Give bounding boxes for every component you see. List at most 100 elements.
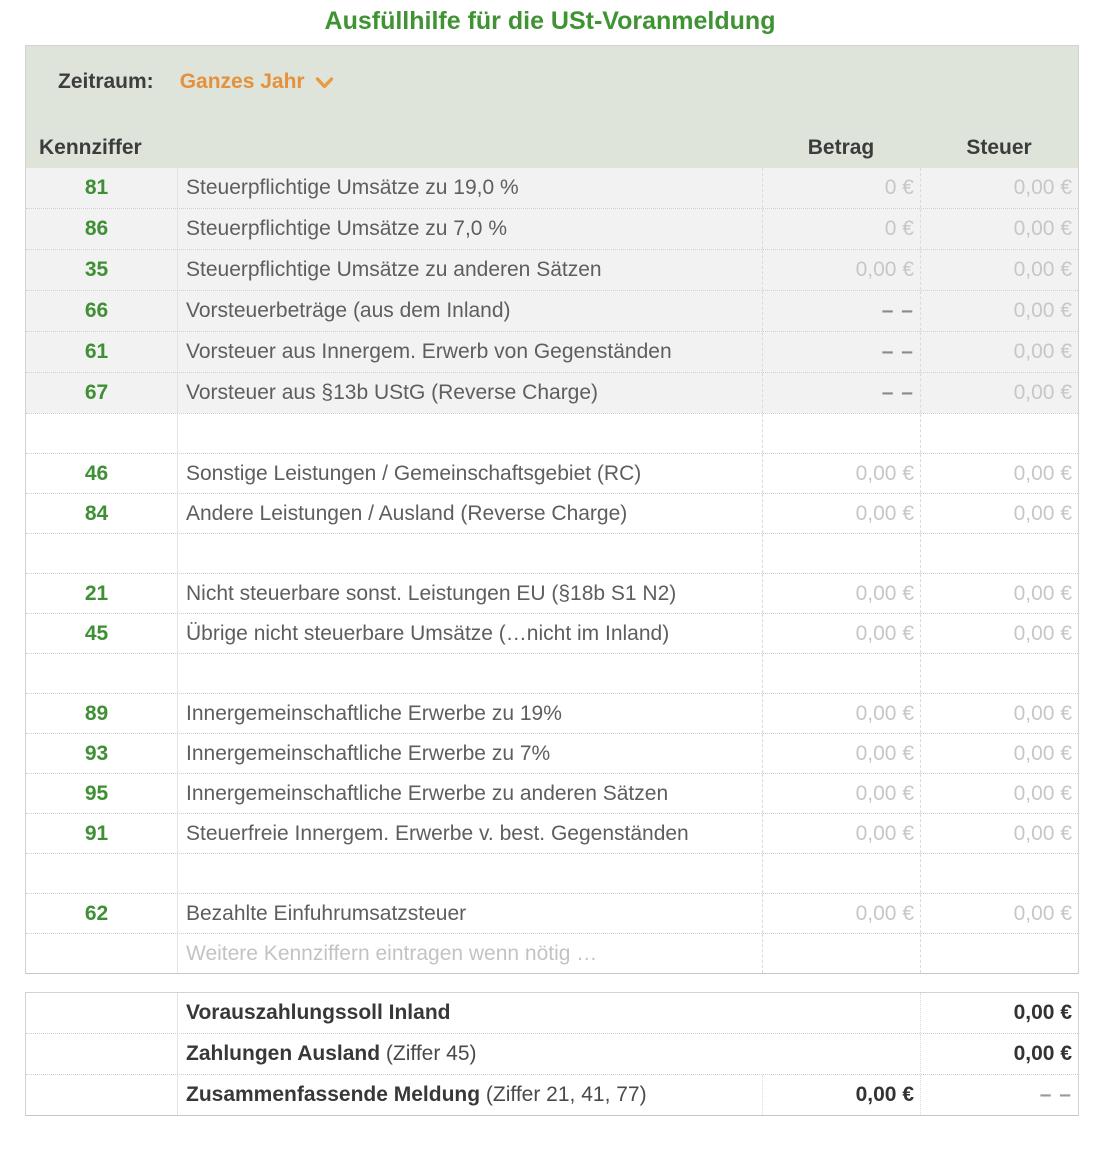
betrag-cell[interactable] [762, 414, 920, 453]
steuer-cell[interactable] [920, 534, 1078, 573]
placeholder-label[interactable]: Weitere Kennziffern eintragen wenn nötig… [177, 934, 762, 973]
steuer-cell[interactable]: – – [920, 1075, 1078, 1115]
row-label [177, 534, 762, 573]
steuer-cell[interactable]: 0,00 € [920, 814, 1078, 853]
page-title: Ausfüllhilfe für die USt-Voranmeldung [324, 7, 776, 35]
steuer-cell[interactable]: 0,00 € [920, 291, 1078, 331]
kennziffer-code: 61 [84, 340, 109, 363]
column-header-kennziffer: Kennziffer [39, 136, 142, 159]
kennziffer-code [26, 934, 177, 973]
kennziffer-code: 81 [84, 176, 109, 199]
betrag-cell[interactable]: – – [762, 291, 920, 331]
betrag-cell[interactable]: 0 € [762, 168, 920, 208]
kennziffer-table: Zeitraum: Ganzes Jahr Kennziffer Betrag … [25, 45, 1079, 974]
betrag-cell[interactable]: 0,00 € [762, 574, 920, 613]
betrag-cell[interactable] [762, 934, 920, 973]
steuer-cell[interactable]: 0,00 € [920, 168, 1078, 208]
summary-row: Vorauszahlungssoll Inland 0,00 € [26, 993, 1078, 1033]
summary-label-cell: Zusammenfassende Meldung (Ziffer 21, 41,… [177, 1075, 762, 1115]
steuer-cell[interactable]: 0,00 € [920, 614, 1078, 653]
kennziffer-code [26, 654, 177, 693]
table-row: 21 Nicht steuerbare sonst. Leistungen EU … [26, 573, 1078, 613]
row-label: Steuerpflichtige Umsätze zu anderen Sätz… [177, 250, 762, 290]
row-label [177, 854, 762, 893]
betrag-cell[interactable]: – – [762, 373, 920, 413]
steuer-cell[interactable] [920, 414, 1078, 453]
summary-label: Vorauszahlungssoll Inland [186, 1001, 451, 1024]
table-header-band: Zeitraum: Ganzes Jahr Kennziffer Betrag … [26, 46, 1078, 168]
steuer-cell[interactable]: 0,00 € [920, 894, 1078, 933]
betrag-cell[interactable]: 0,00 € [762, 250, 920, 290]
betrag-cell[interactable] [762, 993, 920, 1033]
betrag-cell[interactable]: 0,00 € [762, 454, 920, 493]
betrag-cell[interactable]: 0 € [762, 209, 920, 249]
table-row: 84 Andere Leistungen / Ausland (Reverse C… [26, 493, 1078, 533]
steuer-cell[interactable]: 0,00 € [920, 494, 1078, 533]
table-row: 67 Vorsteuer aus §13b UStG (Reverse Charg… [26, 372, 1078, 413]
row-label [177, 414, 762, 453]
kennziffer-code: 46 [84, 461, 109, 485]
betrag-cell[interactable]: – – [762, 332, 920, 372]
betrag-cell[interactable]: 0,00 € [762, 694, 920, 733]
summary-note: (Ziffer 21, 41, 77) [480, 1083, 647, 1106]
betrag-cell[interactable]: 0,00 € [762, 1075, 920, 1115]
row-label: Übrige nicht steuerbare Umsätze (…nicht … [177, 614, 762, 653]
steuer-cell[interactable] [920, 854, 1078, 893]
empty-row [26, 533, 1078, 573]
table-row: 35 Steuerpflichtige Umsätze zu anderen Sä… [26, 249, 1078, 290]
steuer-cell[interactable]: 0,00 € [920, 1034, 1078, 1074]
row-label: Innergemeinschaftliche Erwerbe zu 7% [177, 734, 762, 773]
column-header-row: Kennziffer Betrag Steuer [26, 136, 1078, 168]
kennziffer-code: 89 [84, 701, 109, 725]
steuer-cell[interactable]: 0,00 € [920, 574, 1078, 613]
row-label: Sonstige Leistungen / Gemeinschaftsgebie… [177, 454, 762, 493]
kennziffer-code: 91 [84, 821, 109, 845]
kennziffer-code: 45 [84, 621, 109, 645]
betrag-cell[interactable]: 0,00 € [762, 494, 920, 533]
table-row: 81 Steuerpflichtige Umsätze zu 19,0 % 0 €0… [26, 168, 1078, 208]
table-row: 61 Vorsteuer aus Innergem. Erwerb von Geg… [26, 331, 1078, 372]
empty-row [26, 413, 1078, 453]
steuer-cell[interactable]: 0,00 € [920, 250, 1078, 290]
betrag-cell[interactable] [762, 654, 920, 693]
kennziffer-code: 67 [84, 381, 109, 404]
steuer-cell[interactable]: 0,00 € [920, 373, 1078, 413]
period-dropdown[interactable]: Ganzes Jahr [180, 70, 334, 94]
steuer-cell[interactable]: 0,00 € [920, 209, 1078, 249]
column-header-betrag: Betrag [807, 136, 875, 159]
steuer-cell[interactable]: 0,00 € [920, 774, 1078, 813]
row-label: Vorsteuer aus Innergem. Erwerb von Gegen… [177, 332, 762, 372]
table-row: 95 Innergemeinschaftliche Erwerbe zu ande… [26, 773, 1078, 813]
steuer-cell[interactable]: 0,00 € [920, 734, 1078, 773]
betrag-cell[interactable]: 0,00 € [762, 734, 920, 773]
summary-table-body: Vorauszahlungssoll Inland 0,00 € Zahlungen… [26, 993, 1078, 1115]
steuer-cell[interactable]: 0,00 € [920, 694, 1078, 733]
betrag-cell[interactable]: 0,00 € [762, 894, 920, 933]
steuer-cell[interactable]: 0,00 € [920, 993, 1078, 1033]
kennziffer-code: 93 [84, 741, 109, 765]
steuer-cell[interactable]: 0,00 € [920, 332, 1078, 372]
betrag-cell[interactable]: 0,00 € [762, 814, 920, 853]
placeholder-row: Weitere Kennziffern eintragen wenn nötig… [26, 933, 1078, 973]
row-label: Vorsteuerbeträge (aus dem Inland) [177, 291, 762, 331]
steuer-cell[interactable] [920, 654, 1078, 693]
summary-label-cell: Zahlungen Ausland (Ziffer 45) [177, 1034, 762, 1074]
table-row: 93 Innergemeinschaftliche Erwerbe zu 7% 0,… [26, 733, 1078, 773]
row-label: Innergemeinschaftliche Erwerbe zu andere… [177, 774, 762, 813]
betrag-cell[interactable] [762, 534, 920, 573]
table-row: 86 Steuerpflichtige Umsätze zu 7,0 % 0 €0,… [26, 208, 1078, 249]
betrag-cell[interactable]: 0,00 € [762, 614, 920, 653]
row-label: Steuerpflichtige Umsätze zu 7,0 % [177, 209, 762, 249]
betrag-cell[interactable] [762, 854, 920, 893]
betrag-cell[interactable]: 0,00 € [762, 774, 920, 813]
summary-label: Zusammenfassende Meldung [186, 1083, 481, 1106]
steuer-cell[interactable] [920, 934, 1078, 973]
table-row: 45 Übrige nicht steuerbare Umsätze (…nich… [26, 613, 1078, 653]
kennziffer-code [26, 854, 177, 893]
main-table-body: 81 Steuerpflichtige Umsätze zu 19,0 % 0 €0… [26, 168, 1078, 973]
summary-note: (Ziffer 45) [380, 1042, 477, 1065]
chevron-down-icon [315, 76, 333, 88]
steuer-cell[interactable]: 0,00 € [920, 454, 1078, 493]
kennziffer-code: 86 [84, 217, 109, 240]
betrag-cell[interactable] [762, 1034, 920, 1074]
